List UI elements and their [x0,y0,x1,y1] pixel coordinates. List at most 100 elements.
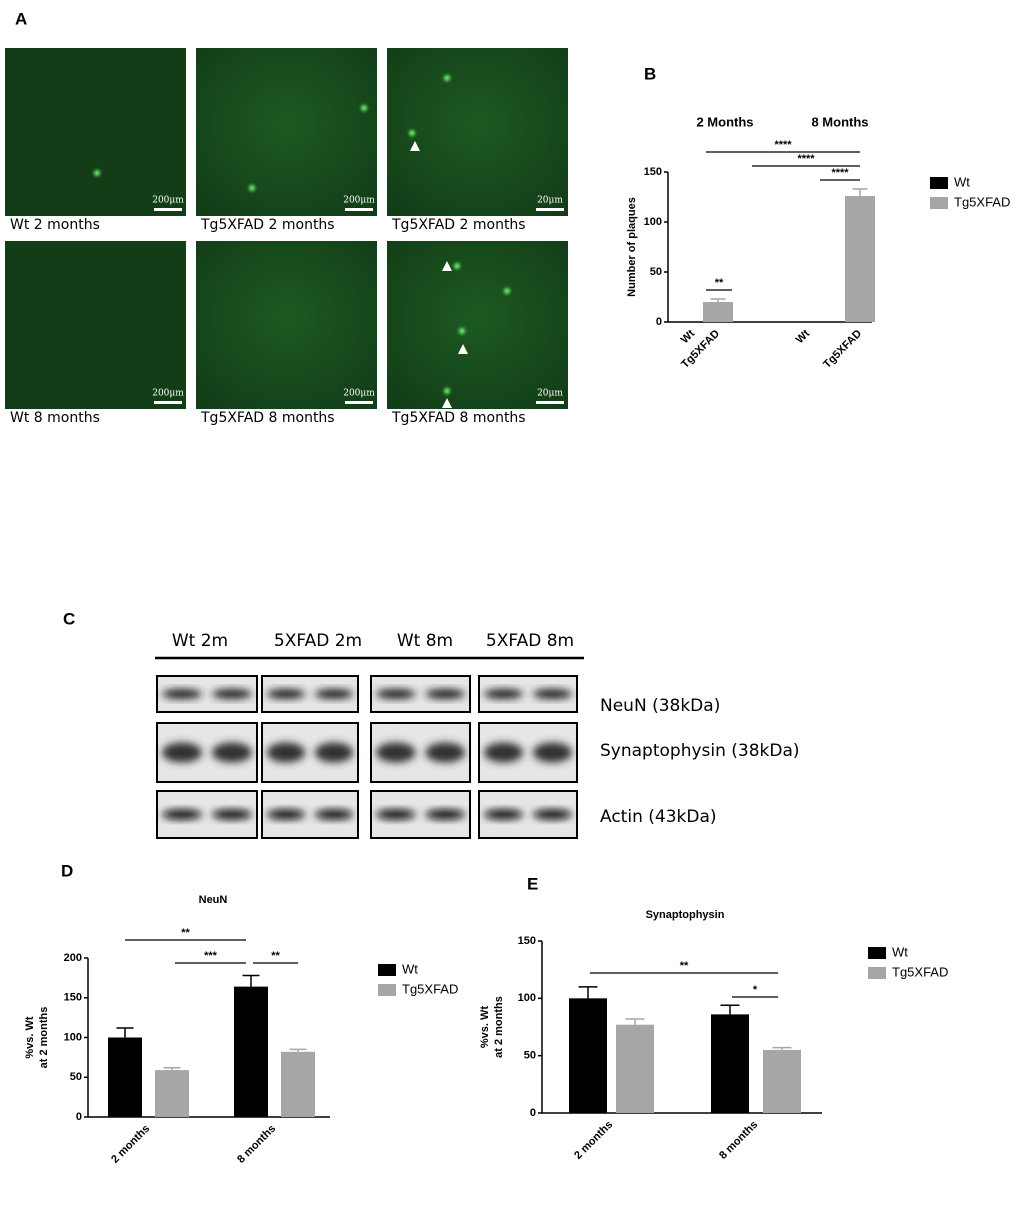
arrowhead [458,344,468,354]
blot-band [425,689,466,699]
significance-label: **** [831,167,849,179]
y-tick-label: 150 [64,992,82,1004]
scale-bar [536,401,564,404]
y-tick-label: 0 [656,316,662,328]
x-tick-label: 2 months [109,1123,152,1166]
y-tick-label: 0 [76,1111,82,1123]
blot-band [314,742,354,763]
y-tick-label: 100 [644,216,662,228]
y-tick-label: 50 [70,1071,82,1083]
micrograph-caption: Tg5XFAD 2 months [391,217,526,233]
plaque-spot [409,130,415,136]
legend-swatch [378,964,396,976]
lane-label: 5XFAD 2m [274,631,362,651]
blot-band [162,809,202,820]
blot-band [266,689,306,699]
micrograph [196,48,377,216]
y-axis-label: %vs. Wt [479,1006,491,1049]
lane-label: Wt 8m [397,631,453,651]
y-tick-label: 100 [518,992,536,1004]
significance-label: ** [715,277,724,289]
plaque-spot [249,185,255,191]
micrograph [5,48,186,216]
legend-label: Tg5XFAD [402,981,458,996]
bar [155,1070,189,1117]
panel-letter: B [644,64,656,83]
group-title: 2 Months [696,114,753,129]
legend-swatch [930,197,948,209]
blot-band [314,809,354,820]
significance-label: ** [680,960,689,972]
micrograph [5,241,186,409]
arrowhead [410,141,420,151]
blot-band [212,742,252,763]
y-tick-label: 100 [64,1031,82,1043]
micrograph [196,241,377,409]
bar [711,1014,749,1113]
y-axis-label: %vs. Wt [24,1016,36,1059]
scale-label: 200μm [152,389,184,399]
bar [281,1051,315,1117]
bar [108,1037,142,1117]
y-tick-label: 50 [524,1050,536,1062]
blot-band [162,689,202,699]
legend-label: Tg5XFAD [892,964,948,979]
micrograph-caption: Tg5XFAD 8 months [200,410,335,426]
blot-band [483,742,524,763]
bar [616,1024,654,1113]
blot-band [162,742,202,763]
y-tick-label: 150 [518,935,536,947]
legend-label: Wt [892,944,908,959]
blot-band [483,689,524,699]
x-tick-label: 8 months [235,1123,278,1166]
plaque-spot [94,170,100,176]
blot-band [483,809,524,820]
protein-label: NeuN (38kDa) [600,696,720,716]
bar [569,998,607,1113]
significance-label: ** [181,927,190,939]
x-tick-label: 2 months [572,1119,615,1162]
bar [234,986,268,1117]
legend-label: Wt [954,174,970,189]
blot-band [266,742,306,763]
scale-label: 200μm [343,389,375,399]
x-tick-label: Tg5XFAD [821,328,864,371]
blot-band [375,742,416,763]
blot-band [425,809,466,820]
scale-label: 20μm [537,196,563,206]
scale-bar [154,208,182,211]
significance-label: * [753,984,758,996]
legend-swatch [378,984,396,996]
blot-band [375,809,416,820]
significance-label: **** [797,153,815,165]
plaque-spot [454,263,460,269]
y-axis-label: at 2 months [493,996,505,1058]
legend-label: Wt [402,961,418,976]
blot-band [314,689,354,699]
significance-label: ** [271,950,280,962]
y-axis-label: at 2 months [38,1007,50,1069]
micrograph-caption: Wt 2 months [10,217,100,233]
scale-bar [536,208,564,211]
significance-label: *** [204,950,218,962]
scale-label: 20μm [537,389,563,399]
y-tick-label: 200 [64,952,82,964]
lane-label: Wt 2m [172,631,228,651]
plaque-spot [444,75,450,81]
legend-swatch [868,967,886,979]
blot-band [266,809,306,820]
blot-band [212,809,252,820]
blot-band [532,689,573,699]
plaque-spot [361,105,367,111]
scale-bar [154,401,182,404]
plaque-spot [504,288,510,294]
arrowhead [442,261,452,271]
x-tick-label: 8 months [717,1119,760,1162]
scale-bar [345,208,373,211]
blot-band [532,742,573,763]
scale-bar [345,401,373,404]
y-tick-label: 150 [644,166,662,178]
x-tick-label: Wt [679,327,698,346]
x-tick-label: Wt [794,327,813,346]
